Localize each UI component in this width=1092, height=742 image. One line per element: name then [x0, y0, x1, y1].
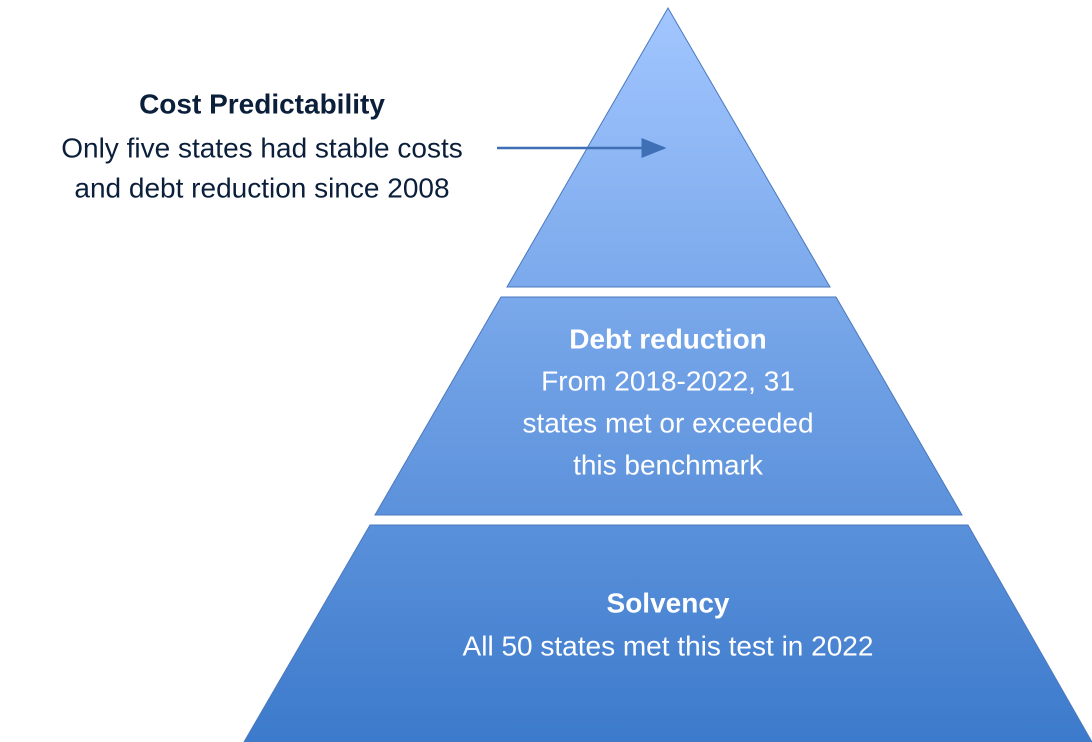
annotation-title: Cost Predictability [139, 88, 385, 119]
tier-line: states met or exceeded [522, 407, 813, 438]
tier-title: Debt reduction [569, 323, 767, 354]
tier-title: Solvency [607, 587, 730, 618]
tier-line: this benchmark [573, 449, 764, 480]
tier-middle [374, 296, 963, 516]
annotation-line: Only five states had stable costs [61, 132, 463, 163]
tier-bottom [243, 524, 1092, 742]
tier-line: All 50 states met this test in 2022 [463, 630, 874, 661]
tier-line: From 2018-2022, 31 [541, 365, 795, 396]
annotation-line: and debt reduction since 2008 [74, 172, 449, 203]
